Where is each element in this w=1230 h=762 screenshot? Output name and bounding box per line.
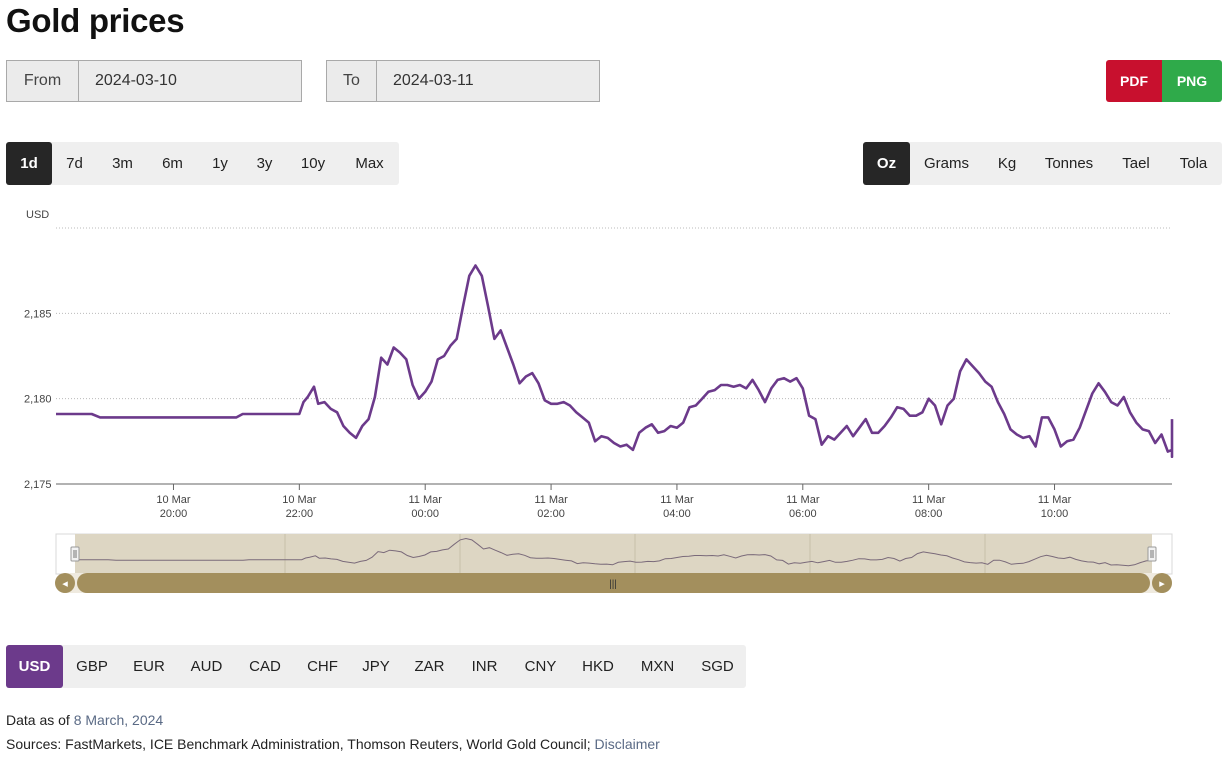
x-tick-label: 20:00 [160,508,188,520]
scrollbar-thumb [77,573,1150,593]
navigator-right-handle [1147,546,1157,562]
as-of-prefix: Data as of [6,712,74,728]
currency-zar-button[interactable]: ZAR [414,658,445,675]
gold-price-chart: USD 2,175 2,180 2,185 10 Mar 20:00 10 Mar 22:… [24,209,1174,593]
scrollbar-grip: ||| [609,579,617,590]
currency-jpy-button[interactable]: JPY [362,658,390,675]
scroll-left-button [55,573,75,593]
pdf-export-button[interactable]: PDF [1106,60,1162,102]
currency-chf-button[interactable]: CHF [307,658,338,675]
currency-usd-button[interactable]: USD [6,645,63,688]
currency-inr-button[interactable]: INR [471,658,498,675]
from-label: From [7,61,79,101]
currency-aud-button[interactable]: AUD [190,658,223,675]
x-tick-label: 08:00 [915,508,943,520]
navigator-left-handle [70,546,80,562]
x-tick-label: 10:00 [1041,508,1069,520]
x-tick-label: 22:00 [286,508,314,520]
currency-selector: USD GBP EUR AUD CAD CHF JPY ZAR INR CNY … [6,645,746,688]
x-tick-layer: 10 Mar 20:00 10 Mar 22:00 11 Mar 00:00 11 Mar 0… [156,484,1072,520]
unit-kg-button[interactable]: Kg [997,155,1017,172]
range-max-button[interactable]: Max [355,155,384,172]
y-tick-label: 2,175 [24,479,52,491]
grid-layer [56,227,1172,485]
currency-sgd-button[interactable]: SGD [701,658,734,675]
page-title: Gold prices [6,2,185,39]
chevron-right-icon: ▸ [1159,577,1165,590]
y-axis-unit-label: USD [26,209,49,221]
x-tick-label: 11 Mar [660,494,694,506]
currency-gbp-button[interactable]: GBP [76,658,108,675]
unit-selector: Oz Grams Kg Tonnes Tael Tola [863,142,1222,185]
chevron-left-icon: ◂ [62,577,68,590]
scroll-right-button [1152,573,1172,593]
range-1d-button[interactable]: 1d [6,142,52,185]
unit-tola-button[interactable]: Tola [1179,155,1208,172]
x-tick-label: 06:00 [789,508,817,520]
x-tick-label: 10 Mar [282,494,317,506]
range-6m-button[interactable]: 6m [162,155,183,172]
navigator-series-line [75,537,1153,567]
x-tick-label: 10 Mar [156,494,191,506]
range-1y-button[interactable]: 1y [212,155,228,172]
x-tick-label: 11 Mar [786,494,820,506]
png-export-button[interactable]: PNG [1162,60,1222,102]
x-tick-label: 04:00 [663,508,691,520]
data-as-of-note: Data as of 8 March, 2024 [6,712,163,728]
disclaimer-link[interactable]: Disclaimer [594,736,660,752]
from-date-input[interactable]: 2024-03-10 [79,61,301,101]
from-date-group: From 2024-03-10 [6,60,302,102]
series-layer [56,264,1174,458]
range-7d-button[interactable]: 7d [66,155,83,172]
navigator-window [75,534,1152,574]
x-tick-label: 00:00 [411,508,439,520]
range-selector: 1d 7d 3m 6m 1y 3y 10y Max [6,142,399,185]
x-tick-label: 11 Mar [1038,494,1072,506]
navigator[interactable]: ||| ◂ ▸ [55,533,1173,593]
range-10y-button[interactable]: 10y [300,155,326,172]
currency-cny-button[interactable]: CNY [524,658,557,675]
currency-eur-button[interactable]: EUR [133,658,165,675]
price-series-line [56,264,1174,458]
sources-note: Sources: FastMarkets, ICE Benchmark Admi… [6,736,660,752]
currency-mxn-button[interactable]: MXN [640,658,675,675]
x-tick-label: 11 Mar [912,494,946,506]
unit-tonnes-button[interactable]: Tonnes [1044,155,1094,172]
to-date-input[interactable]: 2024-03-11 [377,61,599,101]
x-tick-label: 11 Mar [408,494,442,506]
as-of-date: 8 March, 2024 [73,712,164,728]
range-3y-button[interactable]: 3y [256,155,273,172]
x-tick-label: 11 Mar [534,494,568,506]
to-date-group: To 2024-03-11 [326,60,600,102]
unit-grams-button[interactable]: Grams [924,155,969,172]
y-tick-label: 2,180 [24,394,52,406]
to-label: To [327,61,377,101]
unit-oz-button[interactable]: Oz [863,142,910,185]
sources-text: Sources: FastMarkets, ICE Benchmark Admi… [6,736,595,752]
y-tick-layer: 2,175 2,180 2,185 [24,308,52,491]
unit-tael-button[interactable]: Tael [1122,155,1150,172]
range-3m-button[interactable]: 3m [112,155,133,172]
y-tick-label: 2,185 [24,308,52,320]
currency-hkd-button[interactable]: HKD [582,658,614,675]
x-tick-label: 02:00 [537,508,565,520]
currency-cad-button[interactable]: CAD [249,658,281,675]
